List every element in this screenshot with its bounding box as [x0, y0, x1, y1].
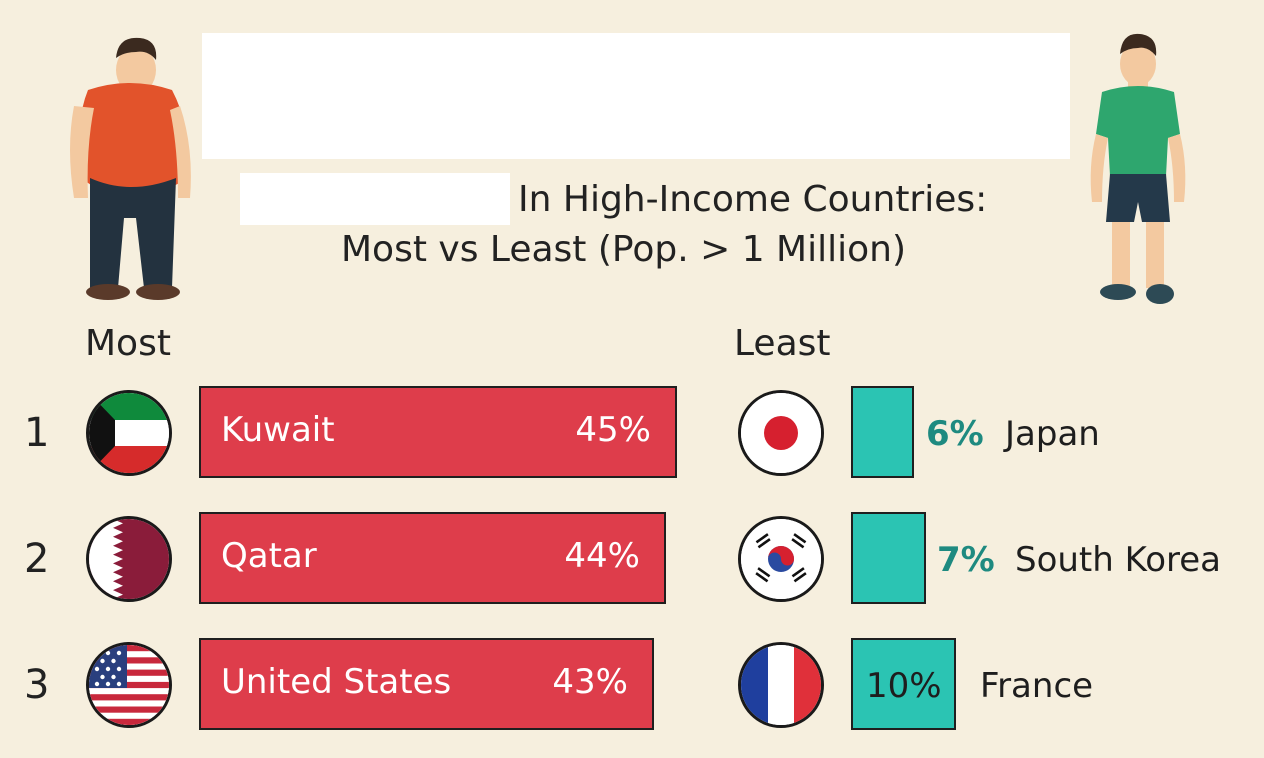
least-section-label: Least	[734, 323, 831, 364]
bar-most-qatar: Qatar 44%	[199, 512, 666, 604]
bar-value-united-states: 43%	[552, 662, 628, 702]
bar-least-japan	[851, 386, 914, 478]
redacted-title-block	[202, 33, 1070, 159]
usa-flag-icon	[86, 642, 172, 728]
bar-label-kuwait: Kuwait	[221, 410, 335, 450]
qatar-flag-icon	[86, 516, 172, 602]
fit-man-illustration	[1090, 33, 1186, 304]
redacted-title-word	[240, 173, 510, 225]
bar-least-france	[851, 638, 956, 730]
most-section-label: Most	[85, 323, 171, 364]
kuwait-flag-icon	[86, 390, 172, 476]
rank-1: 1	[24, 410, 50, 456]
bar-most-united-states: United States 43%	[199, 638, 654, 730]
overweight-man-illustration	[70, 37, 191, 300]
bar-label-qatar: Qatar	[221, 536, 317, 576]
japan-flag-icon	[738, 390, 824, 476]
bar-most-kuwait: Kuwait 45%	[199, 386, 677, 478]
bar-value-south-korea: 7%	[937, 540, 995, 580]
bar-label-south-korea: South Korea	[1015, 540, 1222, 580]
rank-3: 3	[24, 662, 50, 708]
rank-2: 2	[24, 536, 50, 582]
bar-value-japan: 6%	[926, 414, 984, 454]
bar-value-france: 10%	[866, 666, 942, 706]
bar-label-france: France	[980, 666, 1094, 706]
bar-least-south-korea	[851, 512, 926, 604]
bar-label-united-states: United States	[221, 662, 452, 702]
bar-value-qatar: 44%	[564, 536, 640, 576]
france-flag-icon	[738, 642, 824, 728]
page-title-line-2: Most vs Least (Pop. > 1 Million)	[341, 229, 906, 270]
bar-value-kuwait: 45%	[575, 410, 651, 450]
bar-label-japan: Japan	[1005, 414, 1100, 454]
south-korea-flag-icon	[738, 516, 824, 602]
page-title-line-1: In High-Income Countries:	[518, 179, 988, 220]
